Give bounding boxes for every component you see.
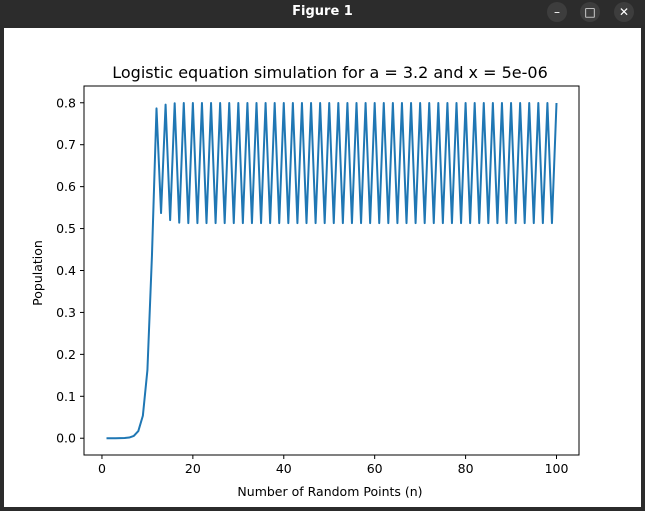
y-tick-label: 0.3 [56,305,76,320]
close-icon: ✕ [618,5,630,19]
y-tick-label: 0.5 [56,221,76,236]
y-tick-label: 0.1 [56,389,76,404]
figure-canvas: Logistic equation simulation for a = 3.2… [4,28,641,507]
x-tick-label: 20 [185,461,201,476]
window-title: Figure 1 [292,4,353,19]
maximize-button[interactable]: □ [580,2,600,22]
y-tick-label: 0.2 [56,347,76,362]
y-axis-label: Population [30,240,45,306]
x-tick-label: 60 [367,461,383,476]
close-button[interactable]: ✕ [614,2,634,22]
window-titlebar: Figure 1 – □ ✕ [0,0,645,25]
x-axis-label: Number of Random Points (n) [237,484,422,499]
x-tick-label: 80 [458,461,474,476]
axis-ticks: 0 20 40 60 80 100 0.0 0.1 0.2 0.3 0.4 0.5 0.6 0.7 0.8 [56,95,568,476]
chart-title: Logistic equation simulation for a = 3.2… [112,63,548,82]
minimize-button[interactable]: – [547,2,567,22]
x-tick-label: 0 [98,461,106,476]
series-line [106,101,558,440]
y-tick-label: 0.8 [56,95,76,110]
plot-area-frame [83,85,580,456]
maximize-icon: □ [584,5,596,19]
y-tick-label: 0.4 [56,263,76,278]
x-tick-label: 40 [276,461,292,476]
minimize-icon: – [554,5,560,19]
y-tick-label: 0.6 [56,179,76,194]
y-tick-label: 0.0 [56,431,76,446]
y-tick-label: 0.7 [56,137,76,152]
x-tick-label: 100 [545,461,569,476]
chart-svg: Logistic equation simulation for a = 3.2… [30,63,580,499]
